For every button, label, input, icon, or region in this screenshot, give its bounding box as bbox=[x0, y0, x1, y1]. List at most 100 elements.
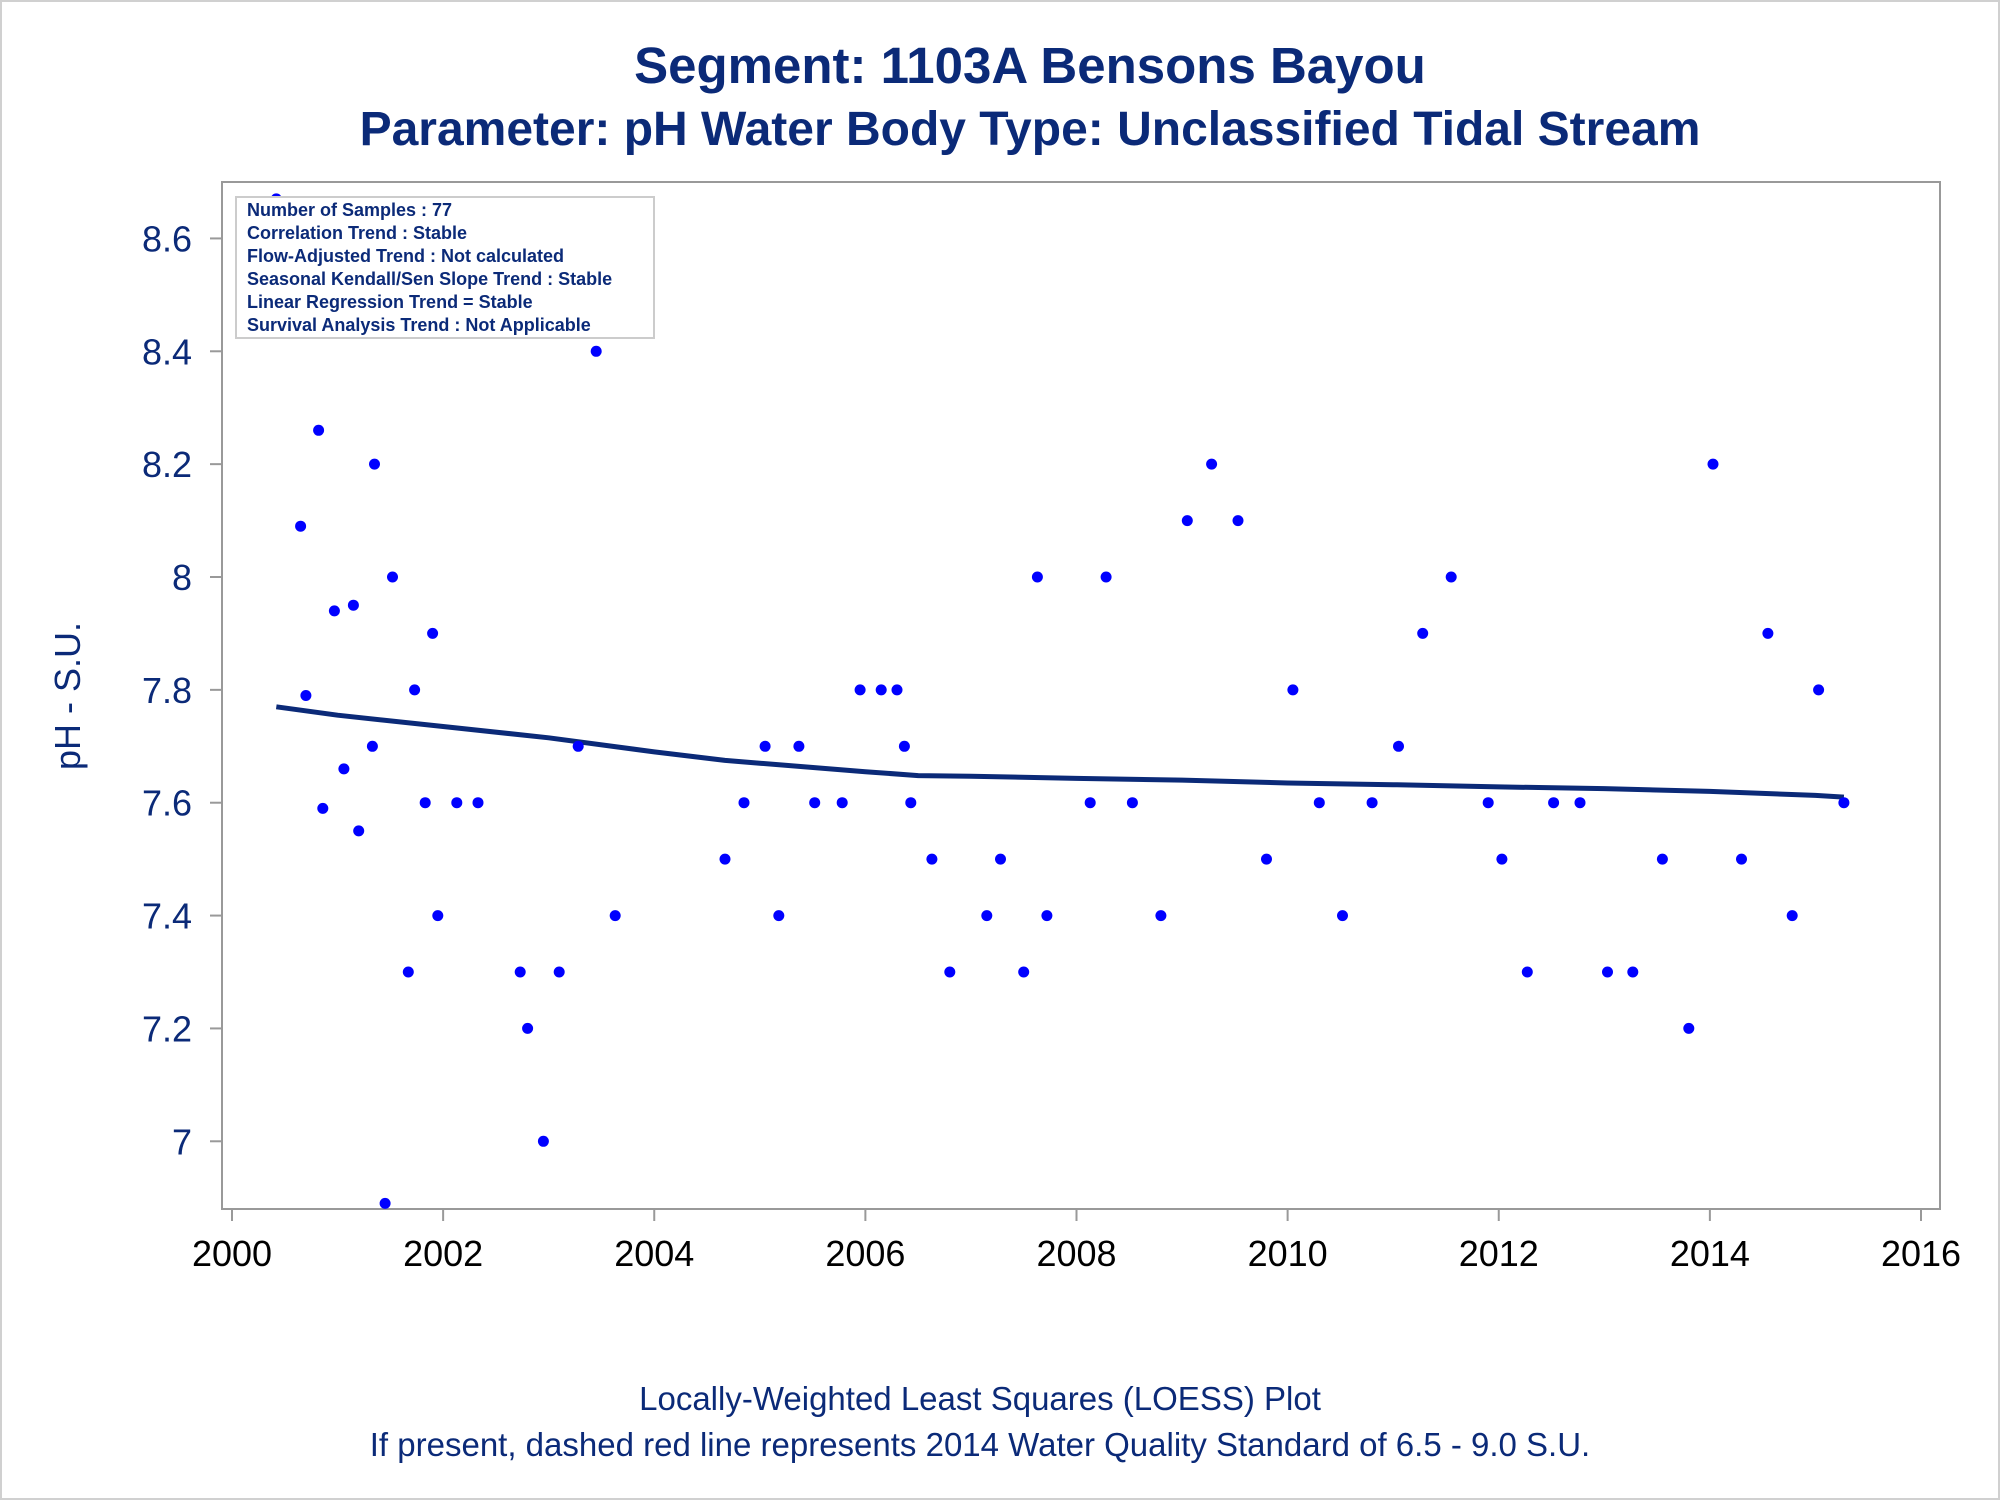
data-point bbox=[891, 684, 903, 696]
data-point bbox=[1482, 797, 1494, 809]
chart-subtitle: Parameter: pH Water Body Type: Unclassif… bbox=[359, 103, 1701, 156]
x-tick-label: 2000 bbox=[192, 1233, 272, 1274]
data-point bbox=[1627, 966, 1639, 978]
data-point bbox=[353, 825, 365, 837]
x-tick-label: 2014 bbox=[1670, 1233, 1750, 1274]
data-point bbox=[1287, 684, 1299, 696]
data-point bbox=[1602, 966, 1613, 978]
y-tick-label: 8.2 bbox=[142, 444, 192, 485]
x-tick-label: 2002 bbox=[403, 1233, 483, 1274]
data-point bbox=[1762, 627, 1774, 639]
stats-line: Correlation Trend : Stable bbox=[247, 223, 467, 243]
data-point bbox=[1417, 627, 1429, 639]
data-point bbox=[522, 1022, 534, 1034]
x-tick-label: 2004 bbox=[614, 1233, 694, 1274]
data-point bbox=[347, 599, 359, 611]
data-point bbox=[379, 1197, 391, 1209]
data-point bbox=[1181, 515, 1193, 527]
data-point bbox=[1393, 740, 1404, 752]
stats-line: Seasonal Kendall/Sen Slope Trend : Stabl… bbox=[247, 269, 612, 289]
data-point bbox=[738, 797, 750, 809]
data-point bbox=[898, 740, 910, 752]
stats-line: Number of Samples : 77 bbox=[247, 200, 452, 220]
data-point bbox=[313, 424, 325, 436]
y-tick-label: 7.8 bbox=[142, 670, 192, 711]
data-point bbox=[317, 802, 329, 814]
data-point bbox=[926, 853, 938, 865]
data-point bbox=[419, 797, 431, 809]
data-point bbox=[773, 910, 785, 922]
y-tick-label: 7.4 bbox=[142, 896, 192, 937]
data-point bbox=[590, 345, 602, 357]
data-point bbox=[836, 797, 848, 809]
data-point bbox=[905, 797, 917, 809]
data-point bbox=[1548, 797, 1560, 809]
data-point bbox=[1261, 853, 1272, 865]
stats-line: Linear Regression Trend = Stable bbox=[247, 292, 533, 312]
y-tick-label: 7.6 bbox=[142, 783, 192, 824]
data-point bbox=[553, 966, 565, 978]
data-point bbox=[1232, 515, 1244, 527]
data-point bbox=[402, 966, 414, 978]
trend-stats-box: Number of Samples : 77 Correlation Trend … bbox=[235, 196, 655, 339]
stats-line: Survival Analysis Trend : Not Applicable bbox=[247, 315, 591, 335]
data-point bbox=[1521, 966, 1533, 978]
data-point bbox=[793, 740, 805, 752]
x-tick-label: 2006 bbox=[825, 1233, 905, 1274]
data-point bbox=[944, 966, 956, 978]
x-axis: 2000 2002 2004 2006 2008 2010 2012 2014 2016 bbox=[192, 1209, 1961, 1274]
data-point bbox=[1813, 684, 1825, 696]
data-point bbox=[1206, 458, 1218, 470]
y-tick-label: 7.2 bbox=[142, 1008, 192, 1049]
data-point bbox=[854, 684, 866, 696]
data-point bbox=[1707, 458, 1719, 470]
plot-area bbox=[221, 181, 1941, 1210]
data-point bbox=[409, 684, 421, 696]
data-point bbox=[328, 605, 340, 617]
y-tick-label: 7 bbox=[172, 1121, 192, 1162]
data-point bbox=[1031, 571, 1043, 583]
data-point bbox=[1366, 797, 1378, 809]
data-points bbox=[270, 193, 1850, 1209]
data-point bbox=[1100, 571, 1112, 583]
data-point bbox=[1041, 910, 1053, 922]
data-point bbox=[427, 627, 439, 639]
data-point bbox=[295, 520, 307, 532]
stats-box-border bbox=[235, 196, 655, 339]
data-point bbox=[1786, 910, 1798, 922]
data-point bbox=[472, 797, 484, 809]
data-point bbox=[609, 910, 621, 922]
data-point bbox=[995, 853, 1006, 865]
y-tick-label: 8 bbox=[172, 557, 192, 598]
data-point bbox=[537, 1135, 549, 1147]
data-point bbox=[387, 571, 398, 583]
stats-line: Flow-Adjusted Trend : Not calculated bbox=[247, 246, 564, 266]
x-tick-label: 2008 bbox=[1036, 1233, 1116, 1274]
data-point bbox=[1313, 797, 1325, 809]
data-point bbox=[1155, 910, 1167, 922]
x-tick-label: 2016 bbox=[1881, 1233, 1961, 1274]
data-point bbox=[432, 910, 444, 922]
loess-curve bbox=[275, 704, 1845, 800]
y-tick-label: 8.6 bbox=[142, 218, 192, 259]
x-tick-label: 2012 bbox=[1459, 1233, 1539, 1274]
data-point bbox=[1084, 797, 1096, 809]
y-tick-label: 8.4 bbox=[142, 331, 192, 372]
data-point bbox=[1018, 966, 1030, 978]
data-point bbox=[1445, 571, 1457, 583]
data-point bbox=[719, 853, 731, 865]
footnote-standard: If present, dashed red line represents 2… bbox=[369, 1426, 1591, 1463]
data-point bbox=[514, 966, 526, 978]
data-point bbox=[1126, 797, 1138, 809]
data-point bbox=[875, 684, 887, 696]
x-tick-label: 2010 bbox=[1248, 1233, 1328, 1274]
data-point bbox=[1736, 853, 1747, 865]
data-point bbox=[809, 797, 821, 809]
chart-title: Segment: 1103A Bensons Bayou bbox=[634, 37, 1426, 94]
data-point bbox=[369, 458, 380, 470]
data-point bbox=[1496, 853, 1508, 865]
data-point bbox=[1574, 797, 1586, 809]
data-point bbox=[981, 910, 993, 922]
